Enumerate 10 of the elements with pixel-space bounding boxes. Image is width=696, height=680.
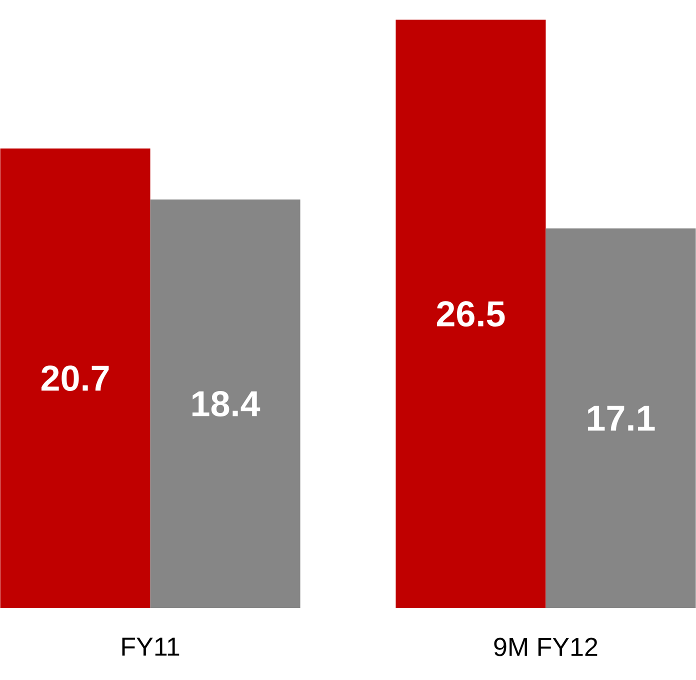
bar [396, 20, 546, 608]
bar [0, 148, 150, 608]
bar [150, 200, 300, 608]
x-tick-label: FY11 [122, 638, 180, 656]
bar [546, 228, 696, 608]
data-label: 18.4 [192, 391, 260, 417]
data-label: 17.1 [588, 406, 655, 431]
data-label: 26.5 [436, 301, 505, 327]
data-label: 20.7 [41, 366, 109, 392]
x-tick-label: 9M FY12 [494, 638, 598, 656]
